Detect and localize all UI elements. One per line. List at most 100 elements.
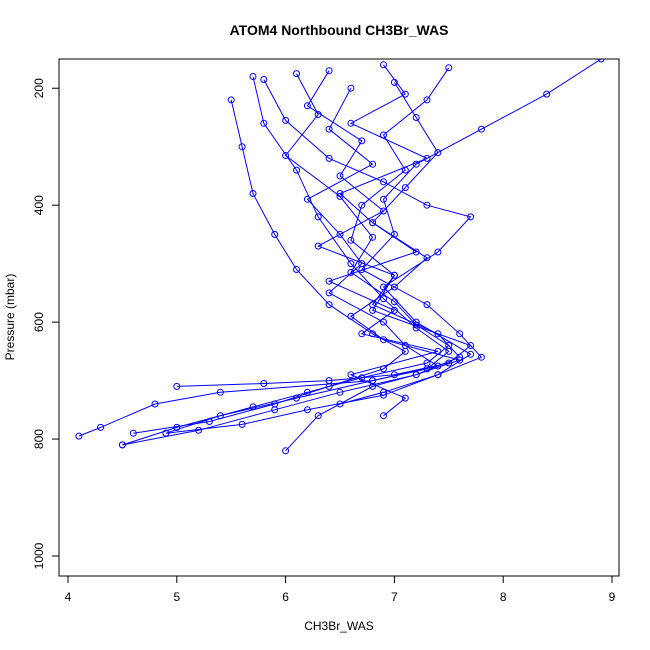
data-point — [412, 318, 420, 326]
data-point — [445, 342, 453, 349]
data-point — [412, 160, 420, 168]
x-tick-label: 4 — [65, 590, 72, 604]
data-point — [390, 283, 398, 291]
data-point — [238, 143, 246, 151]
data-point — [423, 359, 431, 367]
data-point — [477, 353, 485, 361]
data-point — [358, 330, 366, 338]
data-point — [260, 76, 268, 83]
data-point — [293, 70, 300, 78]
data-point — [477, 125, 485, 133]
series-9 — [162, 84, 442, 437]
data-point — [543, 90, 551, 98]
series-2 — [75, 73, 453, 440]
series-3 — [118, 67, 464, 449]
data-point — [216, 412, 224, 420]
data-point — [162, 429, 170, 437]
data-point — [347, 119, 355, 127]
data-point — [293, 394, 300, 402]
series-1 — [325, 61, 442, 420]
data-point — [369, 233, 377, 241]
data-point — [412, 371, 420, 379]
y-axis-label: Pressure (mbar) — [3, 274, 17, 361]
y-tick-label: 200 — [32, 78, 46, 98]
data-point — [401, 166, 409, 174]
data-point — [380, 195, 387, 203]
data-point — [423, 154, 431, 162]
data-point — [401, 342, 409, 349]
data-point — [238, 420, 246, 428]
data-point — [336, 230, 344, 238]
data-point — [369, 306, 377, 314]
series-5 — [129, 96, 409, 437]
x-tick-label: 7 — [391, 590, 398, 604]
data-point — [303, 406, 311, 414]
y-tick-label: 400 — [32, 195, 46, 215]
series-8 — [282, 78, 464, 455]
data-point — [358, 201, 366, 209]
data-point — [314, 412, 322, 420]
data-point — [445, 64, 453, 72]
series-line — [133, 99, 407, 434]
y-axis: 200 400 600 800 1000 — [32, 78, 60, 569]
data-point — [303, 102, 311, 110]
data-point — [456, 356, 464, 364]
data-point — [380, 318, 387, 326]
data-point — [336, 172, 344, 180]
data-point — [423, 301, 431, 309]
data-point — [380, 391, 387, 399]
data-point — [401, 184, 409, 192]
data-point — [75, 432, 83, 440]
data-point — [260, 119, 268, 127]
data-point — [325, 125, 333, 133]
data-point — [401, 90, 409, 98]
data-point — [380, 61, 387, 69]
data-point — [260, 380, 268, 387]
data-point — [293, 266, 300, 273]
data-point — [597, 59, 605, 63]
data-point — [380, 412, 387, 420]
data-point — [325, 382, 333, 390]
data-point — [293, 166, 300, 174]
data-point — [380, 283, 387, 291]
data-point — [380, 336, 387, 344]
data-point — [97, 423, 105, 431]
data-point — [151, 400, 159, 408]
data-point — [401, 394, 409, 402]
data-point — [118, 441, 126, 449]
data-point — [423, 201, 431, 209]
data-point — [314, 242, 322, 250]
data-point — [456, 330, 464, 338]
data-point — [423, 96, 431, 104]
data-point — [129, 429, 137, 437]
series-4 — [173, 64, 475, 390]
data-point — [434, 149, 442, 157]
data-point — [249, 73, 257, 80]
data-point — [390, 78, 398, 86]
data-point — [369, 377, 377, 385]
x-tick-label: 5 — [173, 590, 180, 604]
data-point — [434, 248, 442, 256]
data-point — [347, 371, 355, 379]
data-point — [325, 301, 333, 309]
data-point — [412, 248, 420, 256]
data-point — [467, 213, 475, 221]
series-line — [327, 64, 439, 417]
data-point — [380, 131, 387, 139]
data-point — [325, 289, 333, 297]
series-line — [176, 67, 472, 387]
data-point — [434, 362, 442, 370]
data-point — [249, 190, 257, 197]
data-point — [347, 236, 355, 244]
data-point — [303, 195, 311, 203]
data-point — [282, 116, 290, 124]
series-7 — [118, 70, 453, 449]
x-tick-label: 6 — [282, 590, 289, 604]
data-point — [271, 230, 279, 238]
data-point — [173, 423, 181, 431]
data-point — [369, 219, 377, 227]
data-point — [380, 207, 387, 215]
data-point — [390, 306, 398, 314]
x-tick-label: 9 — [609, 590, 616, 604]
